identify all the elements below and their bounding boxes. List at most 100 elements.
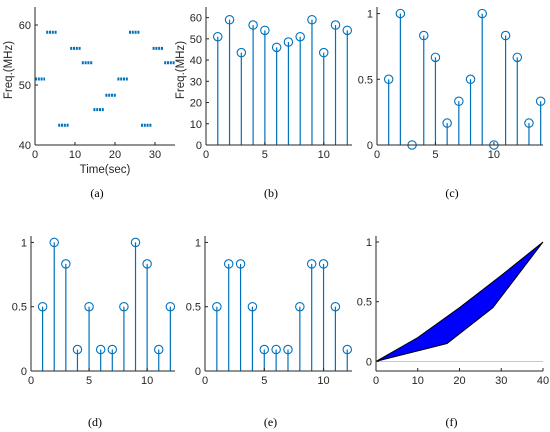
- x-tick-label-d-0: 0: [28, 375, 34, 387]
- stem-marker-e-5: [259, 344, 270, 355]
- x-tick-label-f-0: 0: [373, 375, 379, 387]
- stem-marker-b-3: [236, 47, 247, 58]
- x-tick-label-e-2: 10: [317, 375, 329, 387]
- stem-marker-c-6: [442, 118, 452, 128]
- stem-marker-d-3: [61, 259, 71, 269]
- stem-marker-b-5: [260, 25, 270, 36]
- panel-a: 0 10 20 30 40 50 60 Time(sec) Freq.(MHz) (a): [3, 7, 175, 200]
- stem-marker-e-10: [318, 259, 329, 269]
- y-tick-label-c-0: 0: [367, 140, 373, 152]
- y-axis-label-b: Freq.(MHz): [175, 41, 187, 99]
- stem-marker-d-1: [37, 301, 48, 312]
- y-tick-label-b-3: 30: [190, 76, 202, 88]
- y-tick-label-a-0: 40: [19, 140, 31, 152]
- stem-marker-c-5: [430, 52, 441, 63]
- x-tick-label-a-0: 0: [32, 149, 38, 161]
- stem-marker-b-11: [330, 20, 341, 30]
- y-tick-label-b-0: 0: [196, 140, 202, 152]
- caption-e: (e): [264, 415, 277, 429]
- stem-marker-c-2: [395, 8, 406, 19]
- y-tick-label-e-0: 0: [195, 366, 201, 378]
- y-tick-label-b-2: 20: [190, 98, 202, 110]
- y-tick-label-a-1: 50: [19, 80, 31, 92]
- stem-marker-b-6: [271, 42, 282, 53]
- x-tick-label-f-4: 40: [537, 375, 549, 387]
- x-axis-label-a: Time(sec): [80, 164, 131, 176]
- y-tick-label-b-1: 10: [190, 119, 202, 131]
- x-tick-label-f-1: 10: [412, 375, 424, 387]
- stem-marker-d-7: [107, 344, 118, 355]
- stem-marker-b-7: [283, 37, 294, 47]
- stem-marker-c-4: [419, 30, 429, 41]
- y-tick-label-e-2: 1: [195, 237, 201, 249]
- caption-a: (a): [90, 186, 103, 200]
- stem-marker-d-9: [130, 237, 141, 248]
- stem-marker-b-8: [295, 31, 305, 42]
- stem-marker-c-12: [512, 52, 523, 63]
- stem-marker-b-10: [318, 47, 329, 58]
- x-tick-label-a-2: 20: [109, 149, 121, 161]
- x-tick-label-b-1: 5: [262, 149, 268, 161]
- x-tick-label-f-2: 20: [453, 375, 465, 387]
- stem-marker-e-11: [330, 301, 341, 312]
- x-tick-label-d-1: 5: [86, 375, 92, 387]
- stem-marker-c-9: [477, 8, 487, 19]
- stem-marker-d-4: [72, 344, 83, 355]
- y-tick-label-c-1: 0.5: [358, 74, 373, 86]
- stem-marker-e-4: [247, 301, 258, 312]
- x-tick-label-a-3: 30: [149, 149, 161, 161]
- x-tick-label-b-2: 10: [318, 149, 330, 161]
- stem-marker-e-9: [306, 259, 317, 269]
- stem-marker-d-10: [142, 259, 152, 269]
- stem-marker-c-8: [465, 74, 476, 85]
- stem-marker-e-12: [342, 344, 353, 355]
- caption-c: (c): [445, 186, 458, 200]
- stem-marker-d-11: [153, 344, 164, 355]
- stem-marker-c-1: [383, 74, 394, 85]
- stem-marker-b-9: [307, 14, 317, 25]
- y-tick-label-f-2: 1: [366, 237, 372, 249]
- caption-f: (f): [446, 415, 458, 429]
- stem-marker-d-8: [119, 301, 129, 312]
- stem-marker-e-1: [212, 301, 222, 312]
- x-tick-label-f-3: 30: [495, 375, 507, 387]
- y-tick-label-b-4: 40: [190, 55, 202, 67]
- y-tick-label-d-1: 0.5: [12, 302, 27, 314]
- stem-marker-c-11: [500, 30, 511, 41]
- stem-marker-e-2: [223, 259, 234, 269]
- y-tick-label-d-2: 1: [21, 237, 27, 249]
- y-tick-label-f-0: 0: [366, 356, 372, 368]
- stem-marker-e-7: [283, 344, 293, 355]
- x-tick-label-c-0: 0: [374, 149, 380, 161]
- filled-area: [375, 241, 544, 362]
- stem-marker-e-6: [271, 344, 281, 355]
- y-axis-label-a: Freq.(MHz): [3, 41, 15, 99]
- x-tick-label-e-0: 0: [202, 375, 208, 387]
- stem-marker-b-12: [342, 25, 353, 36]
- caption-d: (d): [88, 415, 102, 429]
- y-tick-label-d-0: 0: [21, 366, 27, 378]
- stem-marker-b-2: [224, 14, 235, 25]
- stem-marker-e-3: [235, 259, 246, 269]
- x-tick-label-d-2: 10: [141, 375, 153, 387]
- panel-c: 0 5 10 0 0.5 1 (c): [358, 7, 546, 200]
- stem-marker-c-13: [524, 118, 534, 128]
- x-tick-label-a-1: 10: [69, 149, 81, 161]
- stem-marker-d-12: [165, 301, 176, 312]
- caption-b: (b): [264, 186, 278, 200]
- stem-marker-c-14: [535, 96, 546, 106]
- panel-e: 0 5 10 0 0.5 1 (e): [186, 236, 353, 429]
- stem-marker-b-1: [213, 31, 223, 42]
- y-tick-label-e-1: 0.5: [186, 302, 201, 314]
- y-tick-label-f-1: 0.5: [357, 297, 372, 309]
- x-tick-label-e-1: 5: [261, 375, 267, 387]
- stem-marker-d-2: [49, 237, 59, 248]
- stem-marker-c-7: [454, 96, 464, 106]
- x-tick-label-c-2: 10: [488, 149, 500, 161]
- y-tick-label-b-5: 50: [190, 34, 202, 46]
- y-tick-label-a-2: 60: [19, 20, 31, 32]
- panel-b: 0 5 10 0 10 20 30 40 50 60 Freq.(MHz) (b): [175, 7, 353, 200]
- x-tick-label-b-0: 0: [203, 149, 209, 161]
- panel-d: 0 5 10 0 0.5 1 (d): [12, 236, 176, 429]
